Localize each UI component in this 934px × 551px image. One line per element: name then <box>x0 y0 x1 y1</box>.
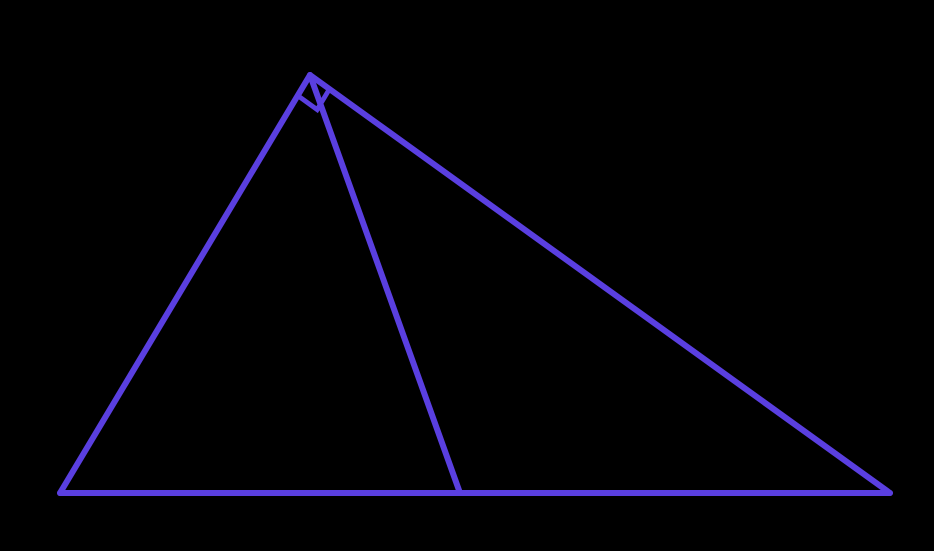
triangle-diagram <box>0 0 934 551</box>
side-left <box>60 75 310 493</box>
altitude <box>310 75 460 493</box>
side-right <box>310 75 890 493</box>
triangle-shape <box>60 75 890 493</box>
